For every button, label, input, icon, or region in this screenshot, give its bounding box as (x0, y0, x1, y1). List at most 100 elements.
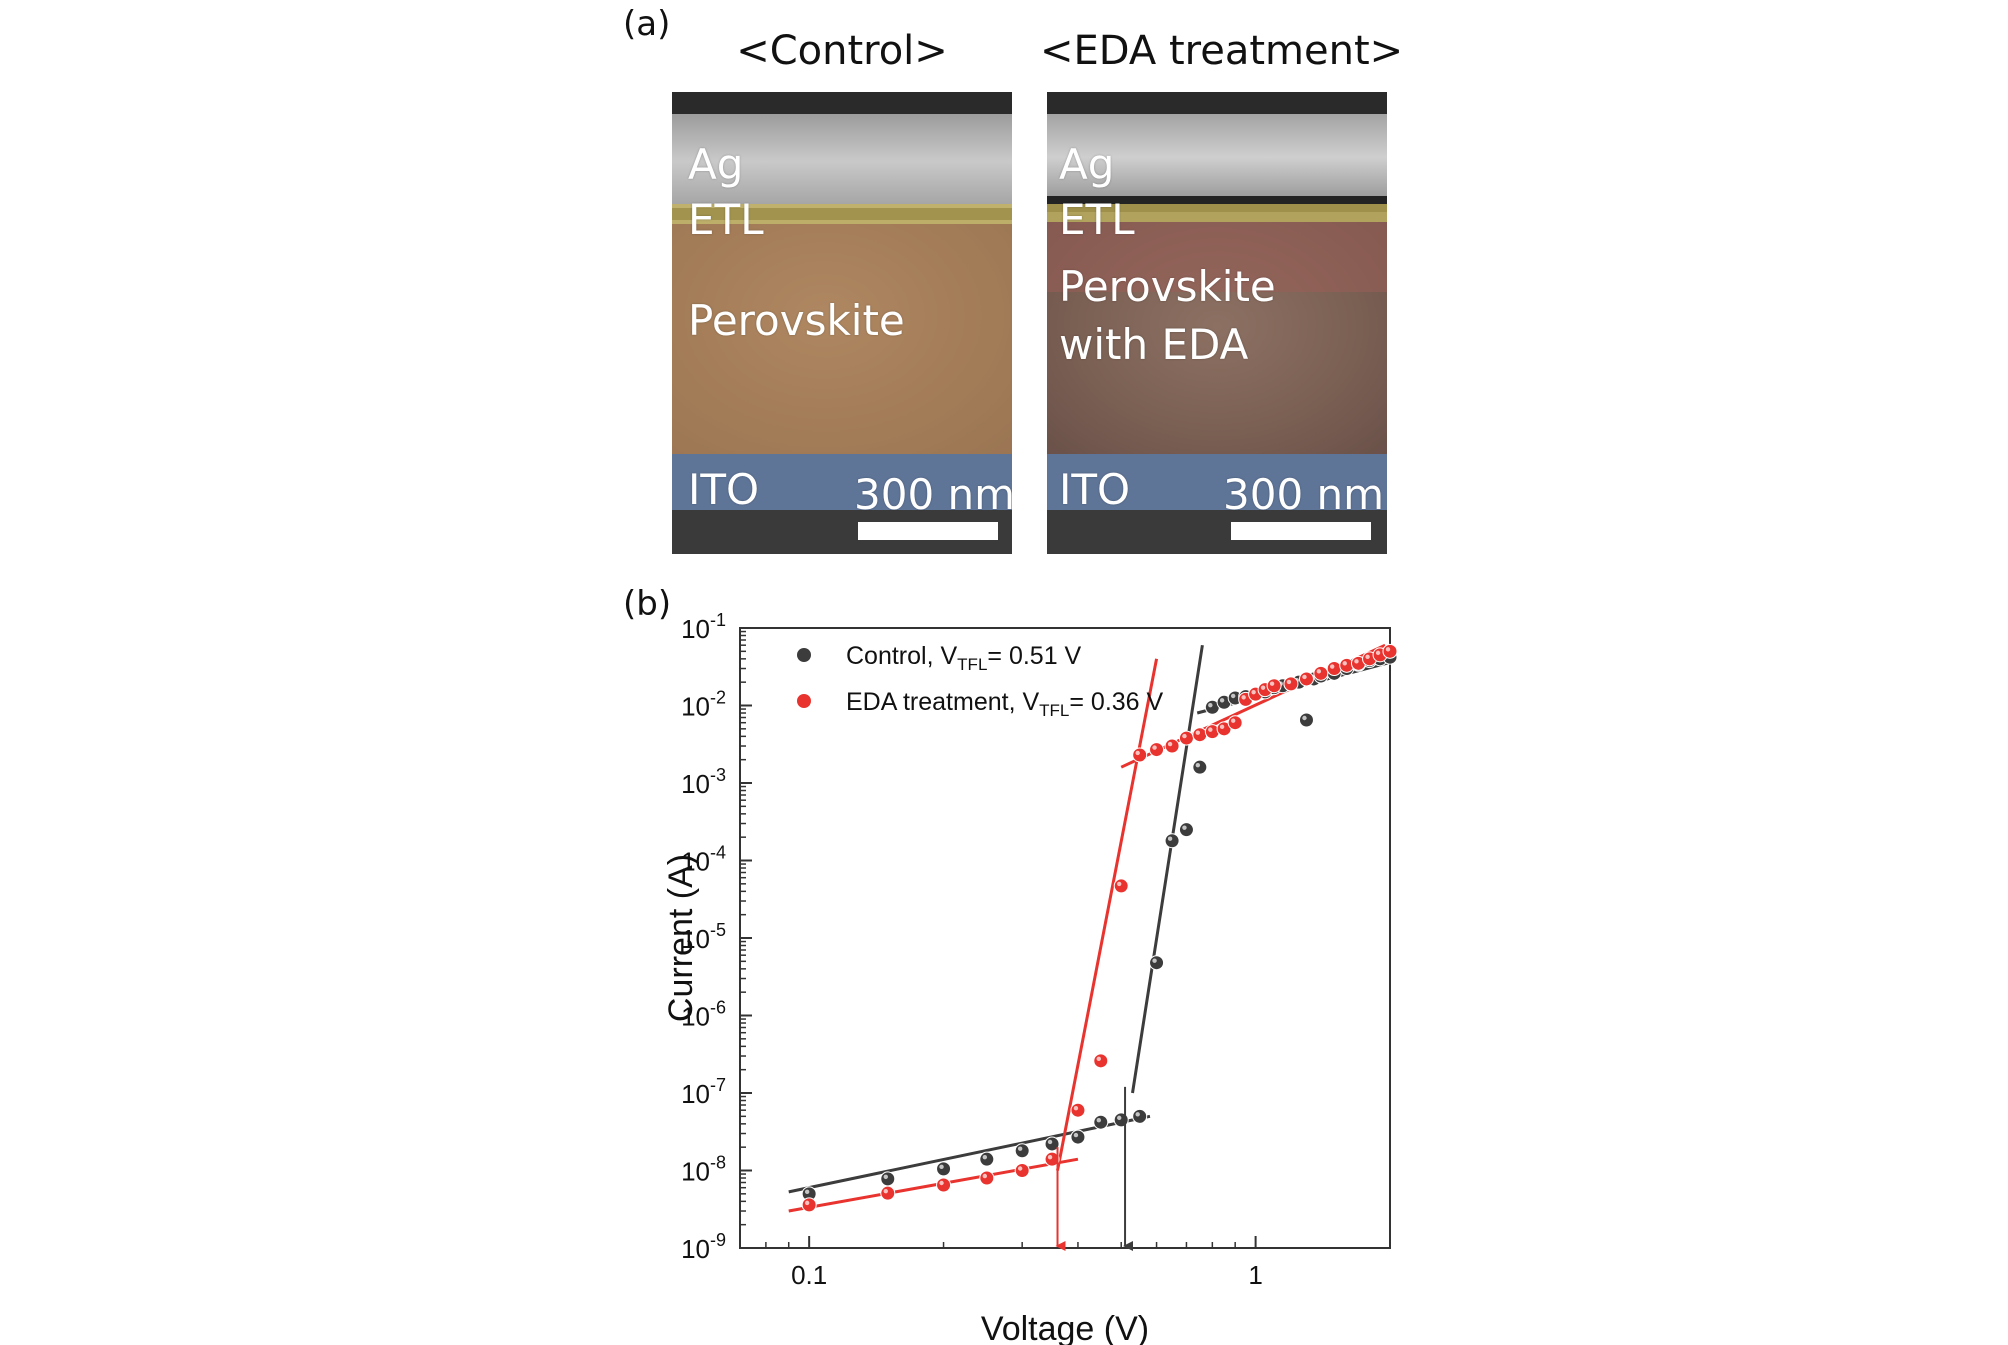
control-sem-image: Ag ETL Perovskite ITO 300 nm (672, 92, 1012, 554)
control-fit-line-1 (1131, 644, 1204, 1094)
control-legend-marker (797, 648, 811, 662)
eda-perovskite-label-2: with EDA (1059, 320, 1249, 369)
control-point (801, 1186, 817, 1202)
eda-point (1216, 721, 1232, 737)
eda-point-highlight (1330, 664, 1335, 669)
eda-point-highlight (1241, 695, 1246, 700)
panel-a-label: (a) (623, 4, 671, 44)
eda-point-highlight (1230, 718, 1236, 723)
eda-point-highlight (1073, 1105, 1079, 1111)
control-point-highlight (1330, 669, 1335, 674)
control-etl-label: ETL (688, 195, 764, 244)
control-point-highlight (1230, 693, 1236, 699)
data-points (801, 643, 1398, 1213)
eda-point (1014, 1163, 1030, 1178)
control-point-highlight (1302, 715, 1307, 721)
control-point-highlight (804, 1189, 810, 1195)
eda-point (1192, 727, 1208, 743)
control-point (1227, 690, 1243, 706)
eda-point (1266, 678, 1282, 694)
eda-title: <EDA treatment> (1040, 28, 1404, 74)
eda-point (1350, 655, 1366, 671)
eda-point (979, 1170, 995, 1186)
eda-point (1248, 686, 1264, 702)
eda-point (1326, 661, 1342, 677)
eda-point (801, 1197, 817, 1213)
eda-point-highlight (1195, 730, 1201, 735)
control-fit-line-0 (788, 1114, 1151, 1194)
control-point (1132, 1108, 1148, 1124)
eda-sem-image: Ag ETL Perovskite with EDA ITO 300 nm (1047, 92, 1387, 554)
control-perovskite-layer (672, 224, 1012, 454)
eda-point (1044, 1151, 1060, 1167)
eda-point (1149, 742, 1165, 758)
eda-point-highlight (1117, 881, 1122, 887)
control-point (1257, 684, 1273, 700)
eda-point (1132, 747, 1148, 763)
control-point (880, 1171, 896, 1187)
vtfl-arrows (1055, 1086, 1134, 1251)
control-point-highlight (1219, 698, 1225, 703)
control-point-highlight (1208, 703, 1213, 708)
eda-fit-line-2 (1120, 643, 1386, 769)
control-point-highlight (1365, 656, 1370, 661)
x-tick-label-1: 1 (1248, 1260, 1262, 1290)
control-point (1093, 1114, 1109, 1130)
y-tick-label-3: 10-6 (681, 998, 726, 1032)
control-point-highlight (1278, 681, 1283, 686)
eda-point-highlight (1152, 745, 1157, 750)
eda-ito-layer (1047, 454, 1387, 510)
control-point (1216, 694, 1232, 710)
eda-point-highlight (1342, 661, 1347, 666)
control-point (1044, 1136, 1060, 1152)
control-point-highlight (1017, 1146, 1023, 1151)
eda-point-highlight (1251, 689, 1256, 695)
control-point (1298, 712, 1314, 728)
x-tick-label-0: 0.1 (791, 1260, 827, 1290)
eda-point (1164, 738, 1180, 754)
control-point (1248, 686, 1264, 702)
eda-point (1382, 643, 1398, 659)
eda-scale-label: 300 nm (1223, 470, 1385, 519)
control-point (1382, 649, 1398, 665)
x-axis-ticks: 0.1 1 (765, 1236, 1391, 1290)
eda-point-highlight (1167, 741, 1173, 747)
control-point-highlight (1135, 1112, 1140, 1117)
eda-point-highlight (1017, 1166, 1023, 1171)
eda-point-highlight (1182, 733, 1187, 739)
control-point (1164, 833, 1180, 849)
control-point (1291, 674, 1307, 690)
control-point (1350, 656, 1366, 672)
fit-lines (788, 643, 1391, 1213)
control-point-highlight (1354, 660, 1359, 665)
control-ag-label: Ag (688, 140, 744, 189)
control-point-highlight (1251, 689, 1256, 695)
control-point (936, 1161, 952, 1177)
control-ito-label: ITO (688, 465, 760, 514)
eda-point (936, 1177, 952, 1193)
y-tick-label-5: 10-4 (681, 843, 726, 877)
control-point-highlight (1269, 683, 1275, 688)
control-ito-layer (672, 454, 1012, 510)
control-point-highlight (1260, 687, 1266, 693)
control-point-highlight (1241, 692, 1246, 697)
eda-top-edge (1047, 92, 1387, 114)
eda-point-highlight (1302, 674, 1307, 680)
control-etl-overlay (672, 204, 1012, 224)
eda-etl-overlay (1047, 204, 1387, 222)
control-point-highlight (1385, 652, 1391, 658)
y-tick-label-2: 10-7 (681, 1075, 726, 1109)
eda-point (1298, 671, 1314, 687)
control-point (1204, 699, 1220, 715)
control-point-highlight (1316, 671, 1322, 677)
control-point-highlight (1167, 836, 1173, 841)
x-axis-label: Voltage (V) (981, 1310, 1149, 1345)
eda-ag-layer (1047, 114, 1387, 210)
eda-point (1257, 682, 1273, 698)
control-perovskite-label: Perovskite (688, 296, 905, 345)
control-point-highlight (1182, 825, 1187, 830)
control-point-highlight (1047, 1139, 1053, 1145)
eda-etl-label: ETL (1059, 195, 1135, 244)
eda-point (1204, 724, 1220, 740)
control-point (1070, 1129, 1086, 1145)
